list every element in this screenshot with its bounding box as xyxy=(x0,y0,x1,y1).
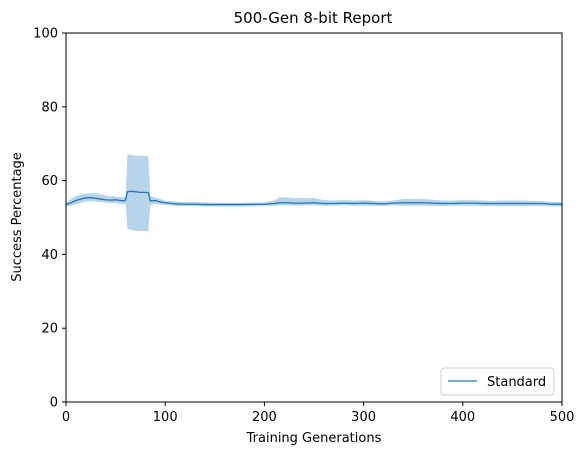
y-tick-label: 40 xyxy=(41,248,58,263)
y-axis-label: Success Percentage xyxy=(10,152,25,282)
chart-title: 500-Gen 8-bit Report xyxy=(234,9,393,27)
y-tick-label: 20 xyxy=(41,322,58,337)
plot-area xyxy=(65,154,562,232)
x-tick-label: 300 xyxy=(351,410,376,425)
y-axis: 0 20 40 60 80 100 xyxy=(33,27,66,411)
axes-frame xyxy=(65,32,563,403)
y-tick-label: 60 xyxy=(41,174,58,189)
y-tick-label: 80 xyxy=(41,100,58,115)
x-tick-label: 200 xyxy=(252,410,277,425)
x-tick-label: 100 xyxy=(153,410,178,425)
x-axis-label: Training Generations xyxy=(246,431,382,446)
series-line-0 xyxy=(65,190,562,206)
legend: Standard xyxy=(440,367,555,396)
x-tick-label: 400 xyxy=(450,410,475,425)
legend-label-standard: Standard xyxy=(487,375,546,390)
x-axis: 0 100 200 300 400 500 xyxy=(62,402,575,425)
y-tick-label: 0 xyxy=(50,396,58,411)
x-tick-label: 500 xyxy=(550,410,575,425)
x-tick-label: 0 xyxy=(62,410,70,425)
legend-box xyxy=(440,367,555,396)
y-tick-label: 100 xyxy=(33,27,58,42)
